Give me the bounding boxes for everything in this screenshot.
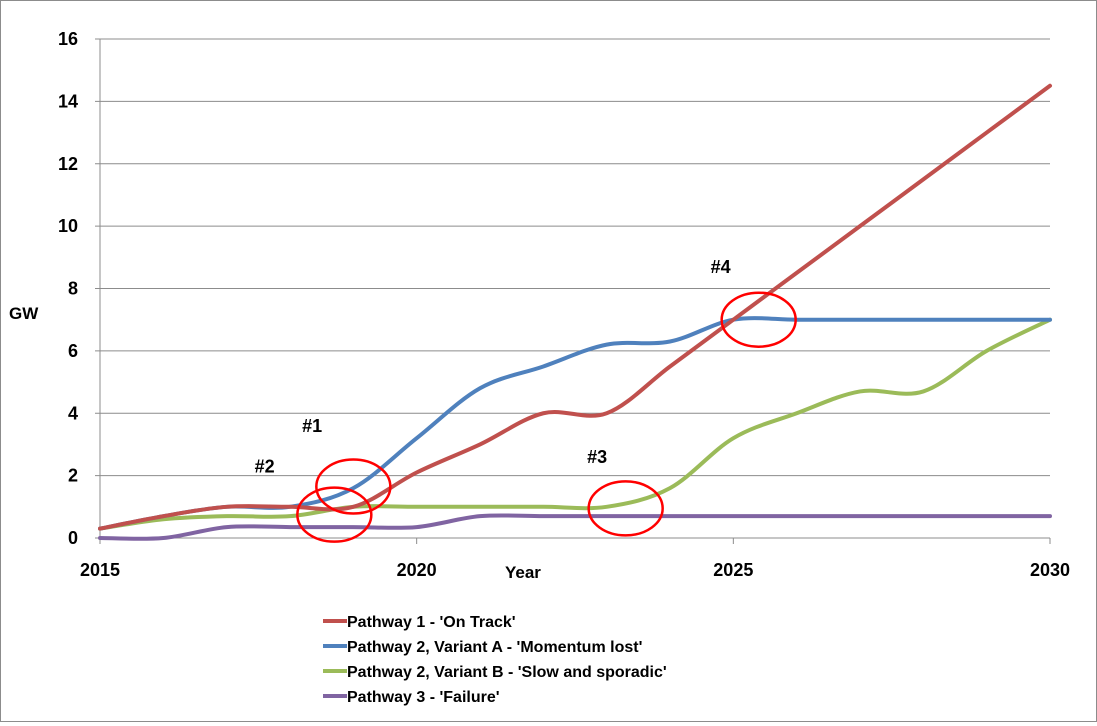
y-tick-label: 0 <box>68 528 78 548</box>
annotation-circle <box>296 486 373 543</box>
y-tick-label: 6 <box>68 341 78 361</box>
y-tick-label: 12 <box>58 154 78 174</box>
series-line-1 <box>98 83 1052 531</box>
y-axis-label: GW <box>9 304 39 323</box>
series-line-4 <box>98 513 1052 541</box>
series-lines <box>98 83 1052 541</box>
annotation-label: #1 <box>302 416 322 436</box>
x-axis-label: Year <box>505 563 541 582</box>
annotation-label: #2 <box>255 457 275 477</box>
x-tick-label: 2025 <box>713 560 753 580</box>
legend-entry: Pathway 2, Variant B - 'Slow and sporadi… <box>347 664 667 681</box>
x-tick-label: 2020 <box>397 560 437 580</box>
series-line-3 <box>98 317 1052 531</box>
annotation-label: #3 <box>587 447 607 467</box>
legend-entry: Pathway 2, Variant A - 'Momentum lost' <box>347 639 642 656</box>
y-tick-label: 8 <box>68 279 78 299</box>
series-line-2 <box>98 316 1052 531</box>
x-tick-label: 2015 <box>80 560 120 580</box>
legend: Pathway 1 - 'On Track' Pathway 2, Variant… <box>323 614 667 706</box>
annotation-circle <box>720 291 797 348</box>
y-tick-label: 14 <box>58 91 78 111</box>
annotations: #1 #2 #3 #4 <box>255 257 797 543</box>
gridlines <box>100 38 1050 477</box>
axes: 0 2 4 6 8 10 12 14 16 2015 2020 2025 2030 <box>58 29 1070 580</box>
legend-entry: Pathway 1 - 'On Track' <box>347 614 516 631</box>
y-tick-label: 16 <box>58 29 78 49</box>
y-tick-label: 2 <box>68 466 78 486</box>
y-tick-label: 4 <box>68 403 78 423</box>
annotation-label: #4 <box>711 257 731 277</box>
y-tick-label: 10 <box>58 216 78 236</box>
annotation-circle <box>587 480 664 537</box>
annotation-circle <box>315 458 392 515</box>
x-tick-label: 2030 <box>1030 560 1070 580</box>
legend-entry: Pathway 3 - 'Failure' <box>347 689 500 706</box>
